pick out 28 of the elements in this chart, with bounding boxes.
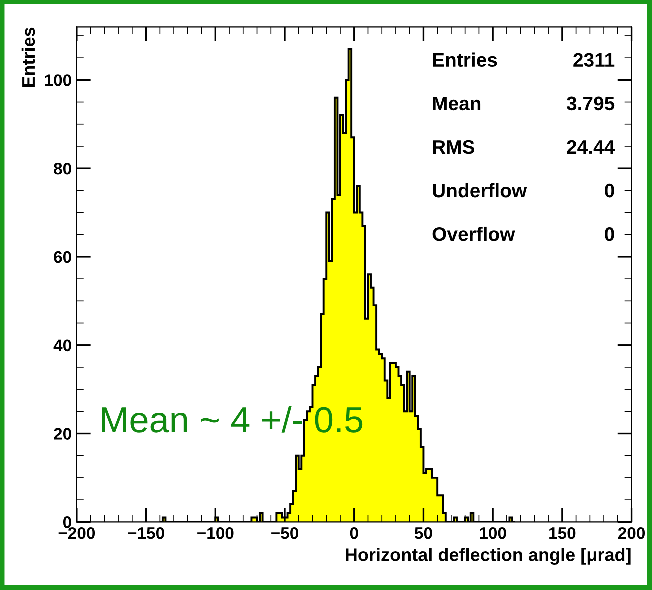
x-tick-label: 200 [618,527,646,540]
annotation: 2311 [574,53,615,68]
x-tick-label: 50 [414,527,432,540]
x-tick-label: 100 [480,527,506,540]
x-tick-label: 150 [550,527,576,540]
annotation: RMS [433,140,474,154]
annotation: Mean ~ 4 +/- 0.5 [102,406,363,433]
annotation: 0 [605,184,614,198]
x-tick-label: −50 [272,527,298,540]
annotation: Entries [433,52,498,68]
annotation: Underflow [433,183,528,198]
annotation: Mean [433,97,481,111]
x-tick-label: 0 [350,527,358,540]
y-tick-label: 20 [54,428,72,440]
annotation: Overflow [432,226,516,242]
y-tick-label: 60 [54,251,72,264]
x-axis-title: Horizontal deflection angle [μrad] [346,548,631,566]
y-axis-title: Entries [22,28,36,88]
y-tick-label: 40 [54,340,72,352]
y-tick-label: 100 [45,74,72,86]
y-tick-label: 0 [63,516,72,528]
annotation: 3.795 [566,96,615,111]
x-tick-label: −150 [128,527,164,540]
x-tick-label: −200 [58,527,96,540]
annotation: 0 [605,227,614,242]
y-tick-label: 80 [54,162,72,175]
x-tick-label: −100 [198,527,234,540]
annotation: 24.44 [567,140,616,154]
